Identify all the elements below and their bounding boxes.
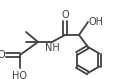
Text: NH: NH xyxy=(44,43,59,53)
Text: OH: OH xyxy=(88,17,103,27)
Text: HO: HO xyxy=(12,71,27,79)
Text: O: O xyxy=(0,50,5,60)
Text: O: O xyxy=(61,10,68,20)
